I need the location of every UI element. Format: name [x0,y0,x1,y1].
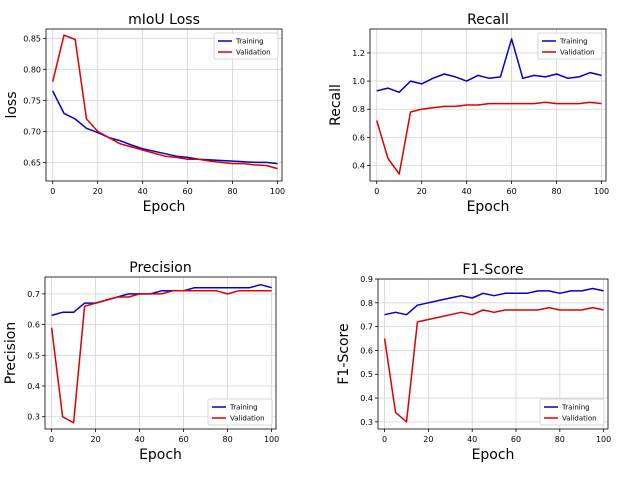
y-tick-label: 0.7 [27,290,40,299]
legend-label-validation: Validation [562,415,597,423]
x-tick-label: 80 [227,187,237,196]
x-tick-label: 100 [264,435,279,444]
series-line-training [51,283,272,317]
x-axis-label: Epoch [467,199,510,215]
x-tick-label: 80 [223,435,233,444]
legend-label-training: Training [229,404,258,412]
x-tick-label: 100 [594,187,609,196]
y-tick-label: 0.4 [352,162,365,171]
y-axis-label: F1-Score [336,323,352,384]
legend-label-validation: Validation [560,49,595,57]
series-line-training [376,38,602,94]
x-tick-label: 20 [91,435,101,444]
x-tick-label: 80 [551,187,561,196]
x-tick-label: 40 [138,187,148,196]
legend-label-validation: Validation [236,49,271,57]
y-tick-label: 0.70 [23,127,41,136]
y-tick-label: 0.6 [27,321,40,330]
series-line-validation [375,101,602,175]
y-tick-label: 1.2 [352,49,365,58]
x-tick-label: 0 [374,187,379,196]
series-line-training [384,287,604,316]
x-tick-label: 80 [555,435,565,444]
x-tick-label: 20 [93,187,103,196]
series-line-validation [50,290,272,424]
x-tick-label: 60 [511,435,521,444]
chart-1: 0 20 40 60 80 100 0.65 0.70 0.75 0.80 0.85 mIoU Los… [4,12,285,215]
series-line-validation [51,34,278,170]
y-tick-label: 0.3 [360,418,373,427]
plot-frame [44,276,277,430]
legend: Training Validation [537,32,603,60]
chart-4: 0 20 40 60 80 100 0.3 0.4 0.5 0.6 0.7 0.8 0.9 F1-Scor… [336,262,611,463]
y-tick-label: 1.0 [352,77,365,86]
y-tick-label: 0.9 [360,275,373,284]
y-tick-label: 0.4 [360,394,373,403]
x-axis-label: Epoch [472,447,515,463]
chart-title: Precision [129,260,191,276]
x-tick-label: 0 [382,435,387,444]
chart-title: mIoU Loss [128,12,200,28]
legend-label-validation: Validation [230,415,265,423]
legend: Training Validation [213,32,279,60]
x-tick-label: 60 [507,187,517,196]
x-tick-label: 40 [135,435,145,444]
y-tick-label: 0.65 [23,158,41,167]
y-tick-label: 0.8 [352,105,365,114]
x-tick-label: 20 [423,435,433,444]
x-tick-label: 20 [417,187,427,196]
chart-3: 0 20 40 60 80 100 0.3 0.4 0.5 0.6 0.7 Precision Epoc… [3,260,279,463]
y-tick-label: 0.6 [352,133,365,142]
series-line-training [52,90,278,165]
y-tick-label: 0.5 [360,370,373,379]
plot-frame [369,28,607,182]
plot-frame [45,28,283,182]
x-tick-label: 60 [183,187,193,196]
y-axis-label: Precision [3,322,19,384]
series-line-validation [383,306,604,423]
y-tick-label: 0.3 [27,413,40,422]
y-tick-label: 0.7 [360,323,373,332]
x-axis-label: Epoch [139,447,182,463]
chart-title: F1-Score [462,262,523,278]
x-tick-label: 100 [596,435,611,444]
x-tick-label: 40 [467,435,477,444]
y-tick-label: 0.80 [23,65,41,74]
chart-title: Recall [467,12,509,28]
y-tick-label: 0.85 [23,34,41,43]
legend-label-training: Training [559,38,588,46]
x-tick-label: 0 [49,435,54,444]
y-tick-label: 0.8 [360,299,373,308]
x-tick-label: 100 [270,187,285,196]
y-axis-label: loss [4,91,20,118]
chart-2: 0 20 40 60 80 100 0.4 0.6 0.8 1.0 1.2 Recall Epoch Re… [328,12,609,215]
x-axis-label: Epoch [143,199,186,215]
y-tick-label: 0.5 [27,351,40,360]
y-tick-label: 0.6 [360,346,373,355]
legend-label-training: Training [561,404,590,412]
legend: Training Validation [539,398,605,426]
y-tick-label: 0.75 [23,96,41,105]
y-tick-label: 0.4 [27,382,40,391]
x-tick-label: 40 [462,187,472,196]
legend-label-training: Training [235,38,264,46]
y-axis-label: Recall [328,84,344,126]
x-tick-label: 0 [50,187,55,196]
legend: Training Validation [207,398,273,426]
x-tick-label: 60 [179,435,189,444]
plot-frame [377,278,609,430]
